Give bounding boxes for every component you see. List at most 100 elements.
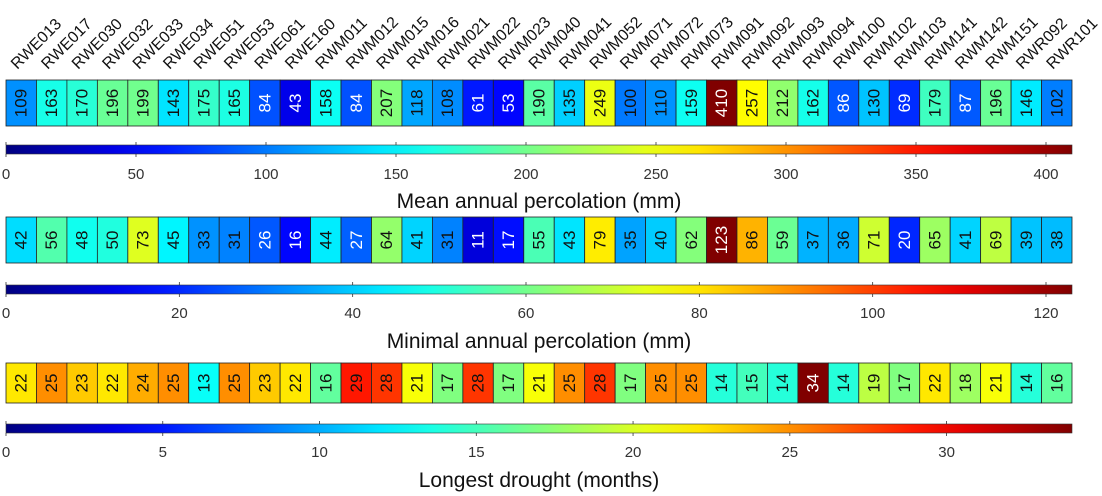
heatmap-cell [66, 362, 98, 404]
cell-value-label: 100 [621, 89, 640, 117]
cell-value-label: 22 [12, 374, 31, 393]
heatmap-cell [980, 79, 1012, 127]
cell-value-label: 71 [865, 231, 884, 250]
cell-value-label: 65 [925, 231, 944, 250]
heatmap-cell [858, 216, 890, 264]
cell-value-label: 14 [712, 374, 731, 393]
heatmap-cell [218, 362, 251, 404]
heatmap-cell [401, 216, 433, 264]
heatmap-cell [371, 79, 403, 127]
cell-value-label: 212 [773, 89, 792, 117]
cell-value-label: 59 [773, 231, 792, 250]
heatmap-cell [675, 362, 707, 404]
colorbar-tick-label: 100 [253, 166, 278, 183]
heatmap-cell [188, 79, 220, 127]
heatmap-cell [249, 362, 281, 404]
heatmap-cell [888, 216, 921, 264]
cell-value-label: 25 [164, 374, 183, 393]
heatmap-cell [492, 216, 525, 264]
colorbar-tick-label: 200 [513, 166, 538, 183]
cell-value-label: 17 [499, 374, 518, 393]
heatmap-cell [5, 362, 37, 404]
cell-value-label: 31 [225, 231, 244, 250]
panel-2: 42 56 48 50 73 45 33 31 26 16 44 27 64 41 31 11 17 55 43 79… [2, 216, 1073, 353]
cell-value-label: 130 [865, 89, 884, 117]
cell-value-label: 42 [12, 231, 31, 250]
cell-value-label: 14 [773, 374, 792, 393]
cell-value-label: 249 [590, 89, 609, 117]
cell-value-label: 45 [164, 231, 183, 250]
heatmap-cell [36, 362, 68, 404]
cell-value-label: 22 [286, 374, 305, 393]
cell-value-label: 21 [408, 374, 427, 393]
cell-value-label: 162 [804, 89, 823, 117]
colorbar [5, 144, 1073, 155]
cell-value-label: 11 [469, 231, 488, 249]
cell-value-label: 41 [956, 231, 975, 250]
heatmap-cell [401, 79, 433, 127]
heatmap-cell [462, 362, 494, 404]
cell-value-label: 135 [560, 89, 579, 117]
cell-value-label: 196 [103, 89, 122, 117]
cell-value-label: 410 [712, 89, 731, 117]
colorbar-title: Longest drought (months) [419, 469, 659, 492]
heatmap-cell [1010, 79, 1042, 127]
cell-value-label: 26 [255, 231, 274, 250]
heatmap-cell [614, 216, 647, 264]
heatmap-cell [1010, 216, 1042, 264]
heatmap-cell [431, 362, 464, 404]
heatmap-cell [96, 216, 129, 264]
heatmap-cell [157, 79, 190, 127]
heatmap-cell [218, 216, 251, 264]
heatmap-cell [919, 216, 951, 264]
cell-value-label: 109 [12, 89, 31, 117]
colorbar-tick-label: 300 [773, 166, 798, 183]
colorbar-tick-label: 25 [781, 444, 798, 461]
heatmap-cell [584, 362, 616, 404]
colorbar-tick-label: 400 [1033, 166, 1058, 183]
cell-value-label: 165 [225, 89, 244, 117]
cell-value-label: 69 [895, 94, 914, 113]
cell-value-label: 55 [530, 231, 549, 250]
heatmap-cell [827, 362, 860, 404]
cell-value-label: 86 [743, 231, 762, 250]
cell-value-label: 123 [712, 226, 731, 254]
heatmap-cell [980, 362, 1012, 404]
heatmap-cell [675, 79, 707, 127]
heatmap-cell [767, 362, 799, 404]
cell-value-label: 33 [194, 231, 213, 250]
heatmap-cell [127, 216, 159, 264]
colorbar-title: Minimal annual percolation (mm) [387, 330, 692, 353]
cell-value-label: 23 [73, 374, 92, 393]
colorbar [5, 423, 1073, 434]
cell-value-label: 86 [834, 94, 853, 113]
heatmap-cell [340, 362, 372, 404]
colorbar-tick-label: 100 [860, 305, 885, 322]
heatmap-cell [858, 79, 890, 127]
panel-3: 22 25 23 22 24 25 13 25 23 22 16 29 28 21 17 28 17 21 25 28… [2, 362, 1073, 492]
heatmap-cell [36, 79, 68, 127]
heatmap-cell [279, 79, 311, 127]
colorbar-tick-label: 40 [344, 305, 361, 322]
heatmap-cell [188, 216, 220, 264]
cell-value-label: 179 [925, 89, 944, 117]
heatmap-cell [614, 362, 647, 404]
heatmap-cell [96, 362, 129, 404]
colorbar-tick-label: 30 [938, 444, 955, 461]
heatmap-cell [157, 216, 190, 264]
station-labels: RWE013RWE017RWE030RWE032RWE033RWE034RWE0… [8, 14, 1101, 73]
heatmap-cell [249, 216, 281, 264]
cell-value-label: 50 [103, 231, 122, 250]
cell-value-label: 25 [560, 374, 579, 393]
cell-value-label: 159 [682, 89, 701, 117]
cell-value-label: 158 [316, 89, 335, 117]
cell-value-label: 34 [804, 374, 823, 393]
cell-value-label: 20 [895, 231, 914, 250]
colorbar-tick-label: 10 [311, 444, 328, 461]
cell-value-label: 43 [560, 231, 579, 250]
cell-value-label: 24 [134, 374, 153, 393]
heatmap-cell [706, 79, 738, 127]
heatmap-cell [584, 216, 616, 264]
colorbar-tick-label: 0 [2, 166, 10, 183]
